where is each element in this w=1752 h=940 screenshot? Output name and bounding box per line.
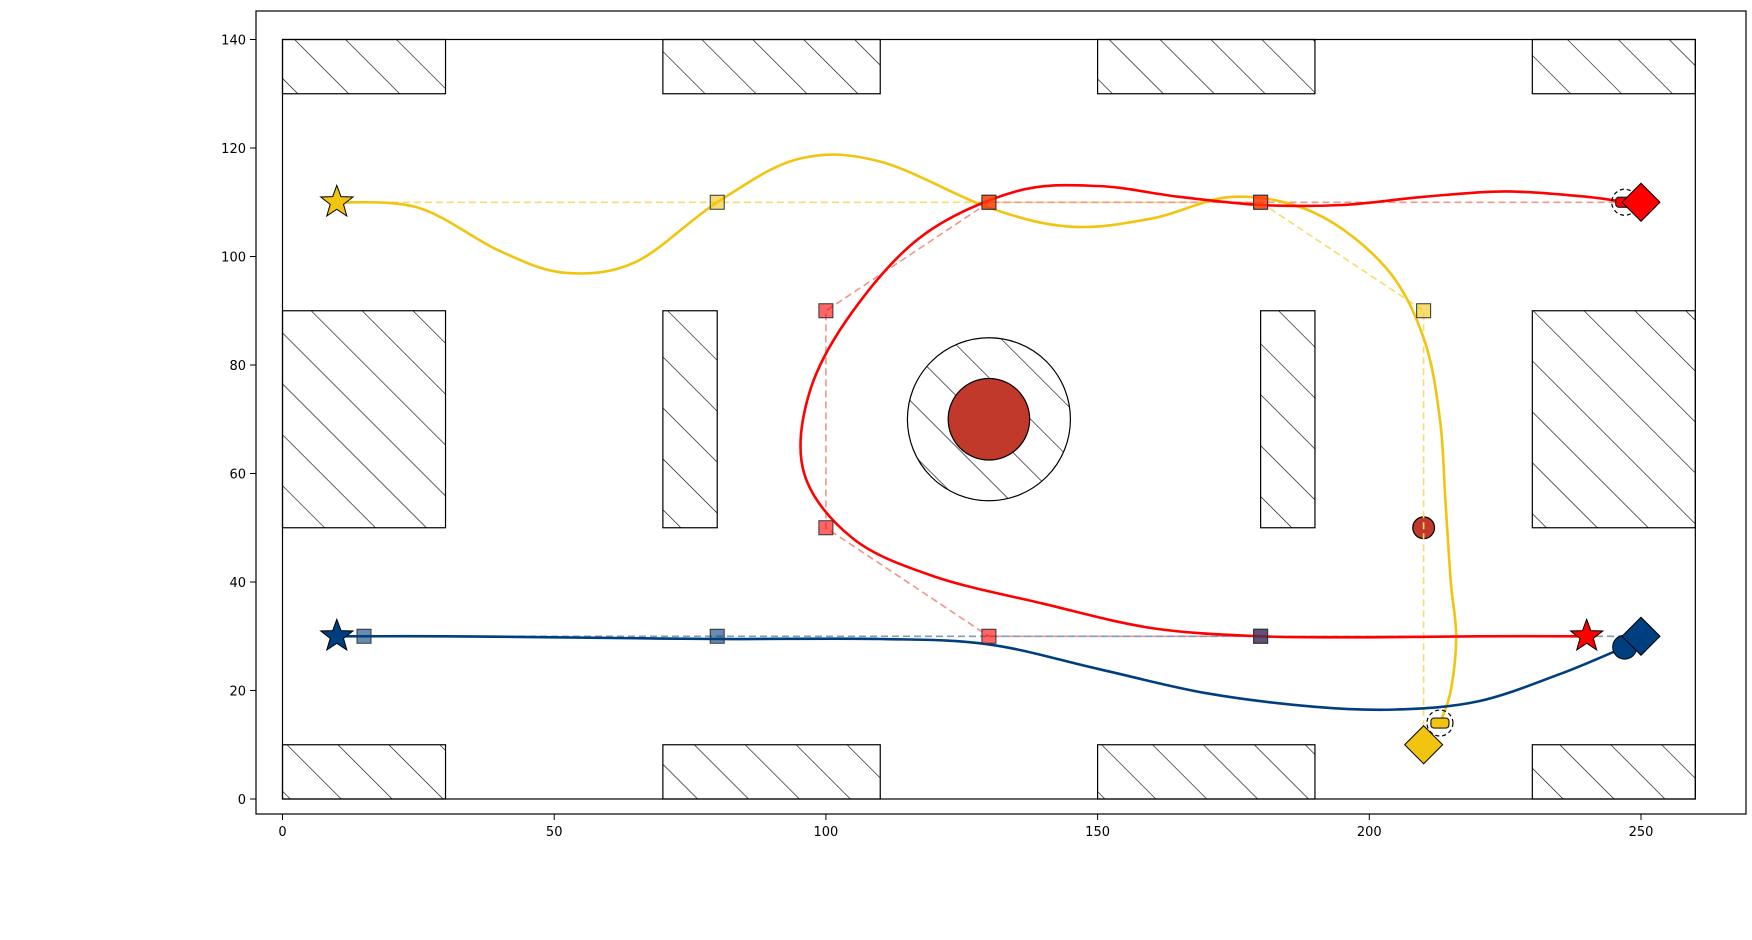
axes-layer: 0 50 100 150 200 250 0 20 40 60 80 100 120 140 — [221, 34, 1653, 841]
obstacle-rect — [281, 38, 447, 95]
y-tick-label: 0 — [238, 793, 246, 808]
x-tick-label: 0 — [278, 825, 286, 840]
vehicle-marker — [1430, 717, 1450, 729]
y-tick-label: 80 — [229, 359, 246, 374]
waypoint-marker — [356, 628, 372, 644]
waypoint-marker — [818, 520, 834, 536]
obstacle-rect — [1096, 744, 1316, 800]
y-tick-label: 140 — [221, 34, 246, 49]
hazard-marker — [947, 377, 1031, 461]
obstacle-rect — [1096, 38, 1316, 95]
x-tick-label: 200 — [1357, 825, 1382, 840]
obstacle-rect — [1531, 310, 1696, 529]
start-star-marker — [1569, 617, 1605, 652]
x-tick-label: 150 — [1085, 825, 1110, 840]
trajectory-line — [799, 183, 1625, 639]
y-tick-label: 40 — [229, 576, 246, 591]
waypoints-layer — [356, 194, 1432, 644]
x-tick-label: 250 — [1629, 825, 1654, 840]
waypoint-marker — [981, 628, 997, 644]
waypoint-marker — [818, 303, 834, 319]
start-star-marker — [319, 617, 355, 652]
x-tick-label: 100 — [813, 825, 838, 840]
y-tick-label: 20 — [229, 685, 246, 700]
waypoint-marker — [709, 194, 725, 210]
start-star-marker — [319, 183, 355, 218]
obstacle-rect — [662, 310, 718, 529]
waypoint-marker — [1253, 628, 1269, 644]
trajectory-line — [336, 634, 1626, 712]
waypoint-marker — [1253, 194, 1269, 210]
boundary-layer — [281, 38, 1696, 800]
y-tick-label: 100 — [221, 251, 246, 266]
waypoint-marker — [709, 628, 725, 644]
goal-diamond-marker — [1403, 725, 1444, 765]
y-tick-label: 60 — [229, 468, 246, 483]
obstacles-layer — [281, 38, 1696, 800]
goal-diamond-marker — [1621, 616, 1661, 656]
vehicle-range-ring — [1426, 709, 1454, 737]
map-boundary — [281, 38, 1696, 800]
goal-diamond-marker — [1621, 182, 1661, 222]
obstacle-rect — [662, 744, 881, 800]
obstacle-rect — [281, 310, 447, 529]
trajectories-layer — [336, 153, 1626, 724]
obstacle-rect — [1531, 38, 1696, 95]
obstacle-rect — [1531, 744, 1696, 800]
waypoint-marker — [1416, 303, 1432, 319]
waypoint-marker — [981, 194, 997, 210]
x-tick-label: 50 — [546, 825, 563, 840]
markers-layer — [319, 182, 1661, 765]
obstacle-rect — [1260, 310, 1316, 529]
obstacle-rect — [662, 38, 881, 95]
y-tick-label: 120 — [221, 142, 246, 157]
obstacle-rect — [281, 744, 447, 800]
trajectory-line — [336, 153, 1458, 724]
